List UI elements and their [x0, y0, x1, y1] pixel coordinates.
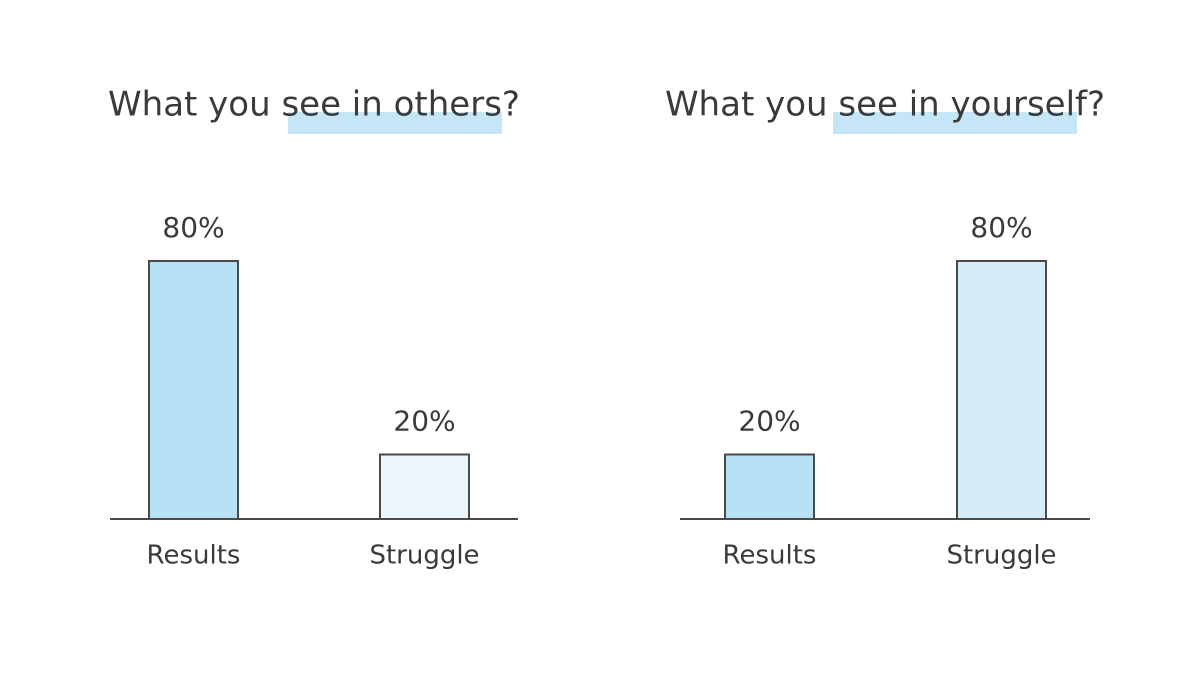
value-label: 80%: [162, 211, 224, 244]
chart-title: What you see in others?: [108, 85, 520, 125]
bar: [379, 453, 470, 520]
x-tick-label: Struggle: [946, 541, 1056, 571]
chart-title: What you see in yourself?: [665, 85, 1105, 125]
bar: [724, 453, 815, 520]
value-label: 20%: [393, 405, 455, 438]
title-highlight: [288, 112, 502, 134]
bar: [956, 260, 1047, 520]
bar: [148, 260, 239, 520]
x-tick-label: Results: [723, 541, 817, 571]
value-label: 80%: [970, 211, 1032, 244]
x-tick-label: Results: [147, 541, 241, 571]
x-tick-label: Struggle: [369, 541, 479, 571]
title-highlight: [833, 112, 1077, 134]
value-label: 20%: [738, 405, 800, 438]
